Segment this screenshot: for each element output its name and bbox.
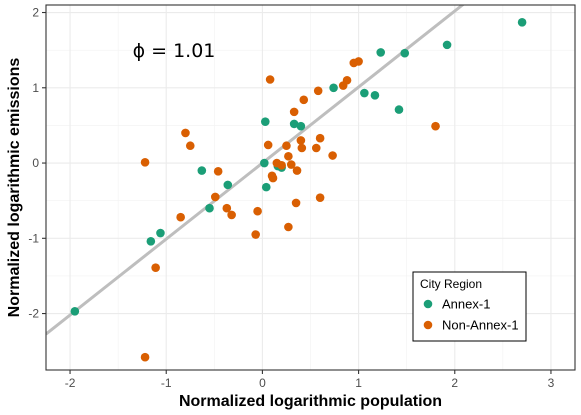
y-axis-title: Normalized logarithmic emissions	[6, 58, 23, 318]
annex-1-point	[400, 48, 410, 58]
non-annex-1-point	[328, 151, 337, 160]
non-annex-1-point	[176, 212, 185, 222]
x-tick-label: 1	[355, 376, 362, 390]
x-tick-label: -2	[65, 376, 76, 390]
annex-1-point	[146, 237, 156, 246]
annex-1-point	[260, 117, 270, 126]
non-annex-1-point	[151, 263, 160, 272]
annex-1-point	[260, 158, 269, 168]
legend-key-non-annex-1	[423, 320, 433, 330]
annex-1-point	[205, 203, 214, 213]
non-annex-1-point	[299, 95, 309, 105]
x-tick-label: 0	[259, 376, 266, 390]
non-annex-1-point	[222, 203, 232, 213]
non-annex-1-point	[213, 167, 223, 176]
annex-1-point	[197, 166, 207, 175]
slope-annotation: ϕ = 1.01	[133, 40, 216, 62]
legend-label-non-annex-1: Non-Annex-1	[442, 318, 519, 333]
legend-box	[412, 271, 527, 342]
legend-key-annex-1	[423, 299, 433, 309]
non-annex-1-point	[342, 75, 352, 85]
annex-1-point	[289, 119, 299, 129]
non-annex-1-point	[181, 128, 190, 138]
non-annex-1-point	[140, 352, 150, 362]
non-annex-1-point	[227, 210, 236, 220]
annex-1-point	[296, 121, 306, 131]
fit-line	[46, 5, 465, 336]
legend-title: City Region	[420, 277, 482, 291]
non-annex-1-point	[296, 136, 306, 145]
non-annex-1-point	[431, 121, 440, 131]
non-annex-1-point	[265, 75, 275, 84]
annex-1-point	[370, 91, 380, 100]
grid-major	[46, 5, 575, 370]
fit-line-layer	[46, 5, 465, 336]
non-annex-1-point	[286, 160, 296, 169]
non-annex-1-point	[253, 206, 262, 216]
points-layer	[70, 18, 527, 362]
non-annex-1-point	[277, 160, 286, 170]
annex-1-point	[442, 40, 452, 50]
non-annex-1-point	[311, 143, 321, 153]
annex-1-point	[329, 83, 338, 93]
annex-1-point	[376, 48, 386, 57]
x-tick-label: -1	[161, 376, 172, 390]
non-annex-1-point	[185, 141, 195, 151]
plot-border	[45, 4, 576, 371]
legend-label-annex-1: Annex-1	[442, 297, 490, 312]
non-annex-1-point	[315, 133, 325, 143]
annex-1-point	[70, 306, 80, 316]
y-tick-label: 0	[32, 156, 39, 170]
non-annex-1-point	[284, 222, 293, 232]
non-annex-1-point	[284, 151, 293, 161]
non-annex-1-point	[210, 192, 220, 202]
non-annex-1-point	[289, 107, 299, 117]
annex-1-point	[360, 88, 369, 98]
annex-1-point	[223, 180, 233, 190]
annex-1-point	[261, 182, 271, 192]
non-annex-1-point	[282, 141, 291, 151]
non-annex-1-point	[313, 86, 323, 96]
annex-1-point	[517, 18, 527, 27]
legend: City Region Annex-1 Non-Annex-1	[412, 271, 527, 342]
y-tick-label: 2	[32, 6, 39, 20]
non-annex-1-point	[263, 140, 273, 150]
non-annex-1-point	[315, 193, 325, 202]
x-tick-label: 2	[451, 376, 458, 390]
non-annex-1-point	[140, 157, 150, 167]
y-tick-label: -1	[28, 231, 39, 245]
non-annex-1-point	[268, 173, 278, 183]
y-tick-label: -2	[28, 307, 39, 321]
non-annex-1-point	[297, 143, 307, 153]
non-annex-1-point	[354, 57, 363, 66]
non-annex-1-point	[251, 230, 260, 239]
non-annex-1-point	[292, 166, 302, 175]
x-tick-label: 3	[548, 376, 555, 390]
non-annex-1-point	[291, 198, 301, 208]
annex-1-point	[156, 228, 165, 238]
annex-1-point	[394, 105, 404, 114]
axis-ticks: -2 -1 0 1 2 3 -2 -1 0 1 2	[28, 6, 554, 390]
x-axis-title: Normalized logarithmic population	[179, 393, 442, 410]
y-tick-label: 1	[32, 81, 39, 95]
